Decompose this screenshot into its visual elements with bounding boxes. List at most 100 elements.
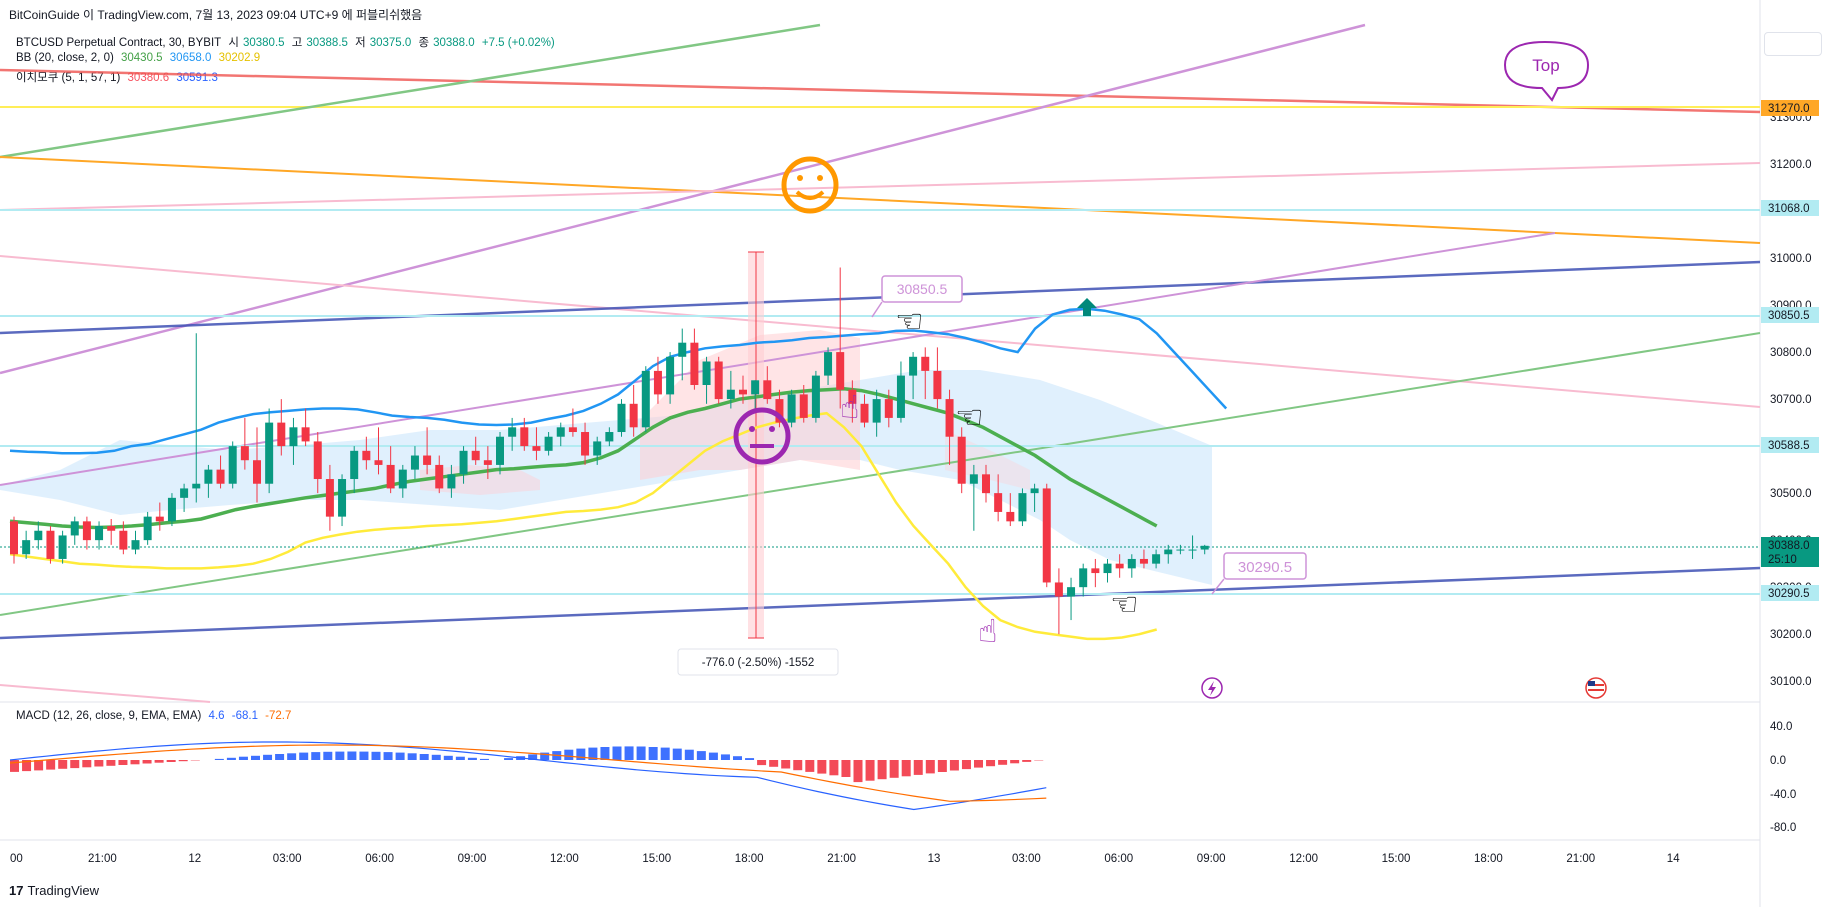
candle-body [289,427,298,447]
candle-body [277,422,286,447]
low-value: 30375.0 [369,37,412,49]
axis-tag-31270 [1761,100,1819,116]
macd-histogram-bar [34,760,44,771]
macd-histogram-bar [431,754,441,760]
axis-tag-30588-text: 30588.5 [1768,440,1810,452]
arrow-up-icon[interactable] [1077,298,1097,316]
macd-histogram-bar [371,751,381,760]
candle-body [1067,587,1076,597]
candle-body [763,380,772,400]
candle-body [459,450,468,475]
candle-body [398,469,407,489]
macd-axis[interactable]: 40.0 0.0 -40.0 -80.0 [1770,721,1796,834]
trend-line-blue-bottom[interactable] [0,566,1761,640]
tradingview-footer[interactable]: 17 TradingView [9,883,99,898]
trend-line-blue-top[interactable] [0,260,1761,335]
macd-histogram-bar [311,752,321,760]
close-label: 종 [418,37,430,49]
macd-pane[interactable] [9,741,1047,811]
pointing-hand-up-icon[interactable]: ☝ [978,612,997,650]
price-axis[interactable]: 30100.030200.030300.030400.030500.030600… [1770,112,1812,688]
trend-line-purple[interactable] [0,232,1556,486]
pointing-hand-up-icon[interactable]: ☝ [840,388,859,426]
bb-name[interactable]: BB (20, close, 2, 0) [16,52,114,64]
trend-line-green-top[interactable] [0,23,821,159]
ichimoku-legend: 이치모쿠 (5, 1, 57, 1) 30380.6 30591.3 [16,69,222,85]
candle-body [945,399,954,437]
candle-body [1018,493,1027,522]
macd-histogram-bar [974,760,983,768]
high-price-tag[interactable]: 30850.5 [871,275,963,318]
macd-tick: 0.0 [1770,755,1786,767]
trend-line-pink[interactable] [0,255,1761,408]
macd-histogram-bar [877,760,887,780]
macd-histogram-bar [612,746,622,760]
ichimoku-name[interactable]: 이치모쿠 (5, 1, 57, 1) [16,72,121,84]
macd-histogram-bar [660,747,670,760]
price-tick: 30500.0 [1770,488,1812,500]
bollinger-bands[interactable] [9,307,1228,641]
candle-body [508,427,517,437]
candle-body [253,460,261,484]
macd-histogram-bar [46,760,56,770]
macd-name[interactable]: MACD (12, 26, close, 9, EMA, EMA) [16,710,202,722]
low-price-tag[interactable]: 30290.5 [1211,552,1307,595]
us-flag-icon[interactable] [1585,677,1607,699]
macd-histogram-bar [10,760,19,772]
lightning-icon[interactable] [1201,677,1223,699]
candle-body [1079,568,1088,588]
pointing-hand-icon[interactable]: ☜ [1110,585,1139,623]
macd-histogram-bar [793,760,803,771]
neutral-face-icon[interactable] [733,407,791,465]
trend-line-green[interactable] [0,332,1761,616]
candle-body [544,436,553,451]
trend-lines[interactable] [0,23,1761,703]
macd-histogram-bar [299,752,309,760]
candle-body [811,375,820,418]
macd-histogram-bar [865,760,875,781]
axis-price-tags: 31270.0 31068.0 30850.5 30588.5 30388.0 … [1761,100,1819,601]
bb-upper-line [9,307,1228,455]
candles[interactable] [10,267,1209,635]
macd-histogram-bar [238,756,248,760]
pointing-hand-icon[interactable]: ☜ [955,398,984,436]
macd-histogram-bar [841,760,851,777]
time-tick: 03:00 [273,853,302,865]
candle-body [192,483,201,489]
time-axis[interactable]: 00 21:00 12 03:00 06:00 09:00 12:00 15:00 18:00 2… [10,853,1680,865]
candle-body [143,516,152,541]
macd-histogram-bar [407,753,417,760]
pointing-hand-icon[interactable]: ☜ [895,302,924,340]
candle-body [860,403,869,423]
candle-body [1115,563,1124,569]
trend-line-pink-top[interactable] [0,162,1761,211]
symbol-name[interactable]: BTCUSD Perpetual Contract, 30, BYBIT [16,37,222,49]
macd-histogram-bar [479,758,489,760]
candle-body [1176,549,1185,551]
candle-body [119,530,128,550]
candle-body [1091,568,1100,574]
chart-settings-button[interactable] [1764,32,1822,56]
axis-tag-last [1761,537,1819,567]
top-callout[interactable]: Top [1503,40,1590,102]
macd-histogram-bar [913,760,923,775]
smile-face-icon[interactable] [781,156,839,214]
macd-histogram-bar [998,760,1008,765]
macd-histogram-bar [166,760,176,762]
macd-histogram-bar [540,752,550,760]
candle-body [216,469,225,484]
candle-body [410,455,419,470]
macd-histogram-bar [22,760,32,772]
trend-line-pink-bottom[interactable] [0,684,211,703]
candle-body [799,394,808,418]
price-tick: 30800.0 [1770,347,1812,359]
candle-body [593,441,602,456]
trend-line-red[interactable] [0,68,1761,114]
macd-histogram-bar [672,748,682,760]
trend-line-orange[interactable] [0,156,1761,244]
macd-histogram-bar [745,758,755,760]
trend-line-purple-top[interactable] [0,23,1366,375]
time-tick: 15:00 [642,853,671,865]
macd-histogram-bar [443,755,453,760]
